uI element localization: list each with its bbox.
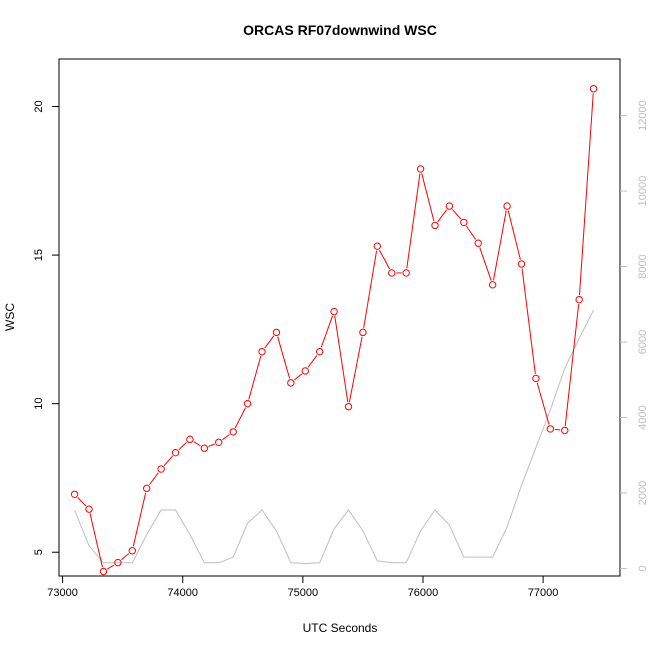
series-segment: [379, 249, 391, 270]
series-segment: [163, 455, 173, 466]
data-point: [258, 347, 266, 356]
data-point: [575, 295, 583, 304]
data-point: [85, 505, 93, 513]
y-tick-label-right: 2000: [637, 481, 649, 505]
y-tick-label-left: 20: [33, 100, 45, 112]
series-segment: [406, 173, 421, 269]
series-segment: [132, 492, 147, 547]
x-tick-label: 75000: [288, 587, 319, 599]
series-segment: [178, 442, 187, 450]
series-segment: [107, 564, 115, 570]
series-group: [70, 85, 598, 576]
y-axis-left: 5 10 15 20: [33, 100, 59, 555]
data-point: [142, 484, 151, 493]
data-point: [215, 438, 223, 446]
y-tick-label-left: 15: [33, 249, 45, 261]
x-tick-label: 77000: [528, 587, 559, 599]
data-point: [315, 347, 324, 356]
data-point: [287, 379, 295, 387]
series-segment: [554, 428, 561, 431]
data-point: [243, 399, 252, 408]
series-segment: [564, 304, 580, 426]
series-segment: [320, 315, 334, 348]
data-point: [114, 558, 122, 567]
data-point: [157, 465, 165, 473]
data-point: [431, 221, 439, 230]
data-point: [517, 260, 526, 268]
series-segment: [222, 434, 230, 441]
series-segment: [465, 225, 477, 240]
chart-title: ORCAS RF07downwind WSC: [243, 22, 437, 38]
data-point: [474, 239, 482, 247]
x-axis-label: UTC Seconds: [303, 621, 378, 635]
data-point: [229, 428, 237, 436]
y-tick-label-right: 12000: [637, 100, 649, 131]
series-segment: [421, 173, 435, 222]
data-point: [301, 367, 309, 375]
data-point: [186, 435, 194, 444]
data-point: [402, 269, 410, 277]
series-segment: [437, 209, 448, 223]
series-segment: [264, 335, 275, 349]
y-tick-label-left: 10: [33, 398, 45, 410]
series-segment: [492, 210, 507, 281]
x-tick-label: 73000: [47, 587, 78, 599]
data-point: [330, 307, 338, 316]
y-tick-label-right: 6000: [637, 330, 649, 354]
series-segment: [479, 247, 492, 281]
series-segment: [89, 513, 103, 568]
series-segment: [208, 443, 215, 447]
data-point: [561, 426, 569, 435]
y-axis-label: WSC: [3, 303, 17, 331]
data-point: [546, 425, 555, 433]
series-segment: [348, 336, 363, 403]
series-segment: [578, 93, 594, 296]
series-segment: [277, 336, 291, 379]
data-point: [171, 448, 180, 457]
series-segment: [452, 209, 462, 220]
x-axis: 73000 74000 75000 76000 77000: [47, 576, 558, 599]
data-point: [532, 374, 540, 383]
y-tick-label-right: 10000: [637, 176, 649, 207]
data-point: [128, 547, 136, 555]
y-axis-right: 0 2000 4000 6000 8000 10000 12000: [620, 100, 649, 572]
plot-frame: [58, 58, 621, 577]
data-point: [272, 328, 281, 337]
series-segment: [77, 497, 87, 507]
data-point: [488, 281, 497, 289]
series-segment: [507, 210, 521, 260]
series-line: [74, 309, 595, 565]
x-tick-label: 76000: [408, 587, 439, 599]
data-point: [445, 202, 454, 210]
data-point: [99, 567, 108, 576]
data-point: [460, 218, 468, 227]
series-segment: [363, 250, 378, 329]
y-tick-label-right: 8000: [637, 254, 649, 278]
series-segment: [234, 407, 247, 429]
data-point: [503, 202, 511, 210]
series-segment: [148, 472, 159, 486]
series-segment: [334, 315, 349, 403]
series-segment: [521, 268, 536, 375]
series-segment: [294, 373, 303, 381]
series-segment: [536, 382, 550, 425]
data-point: [70, 490, 79, 498]
series-segment: [121, 553, 130, 561]
series-segment: [307, 354, 318, 368]
y-tick-label-right: 0: [637, 565, 649, 571]
series-segment: [193, 441, 201, 447]
y-tick-label-right: 4000: [637, 405, 649, 429]
y-tick-label-left: 5: [33, 549, 45, 555]
data-point: [200, 444, 209, 452]
data-point: [388, 269, 396, 277]
series-segment: [248, 355, 262, 400]
x-tick-label: 74000: [167, 587, 198, 599]
data-point: [589, 85, 598, 93]
data-point: [373, 242, 382, 250]
data-point: [416, 165, 425, 173]
data-point: [359, 328, 367, 337]
data-point: [344, 402, 353, 411]
